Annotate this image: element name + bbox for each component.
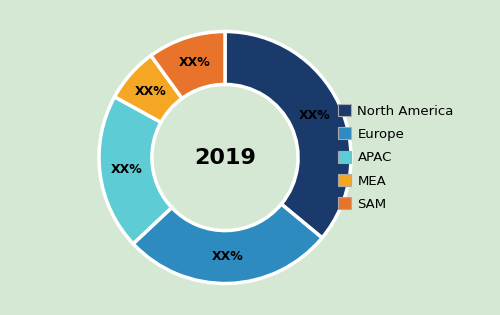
Text: XX%: XX% [299,109,331,122]
Text: XX%: XX% [212,250,244,263]
Wedge shape [225,32,351,238]
Wedge shape [151,32,225,98]
Text: XX%: XX% [134,85,166,98]
Text: XX%: XX% [110,163,142,176]
Text: XX%: XX% [178,56,210,69]
Text: 2019: 2019 [194,147,256,168]
Legend: North America, Europe, APAC, MEA, SAM: North America, Europe, APAC, MEA, SAM [332,99,459,216]
Wedge shape [133,204,322,284]
Wedge shape [114,55,182,122]
Wedge shape [99,97,172,244]
